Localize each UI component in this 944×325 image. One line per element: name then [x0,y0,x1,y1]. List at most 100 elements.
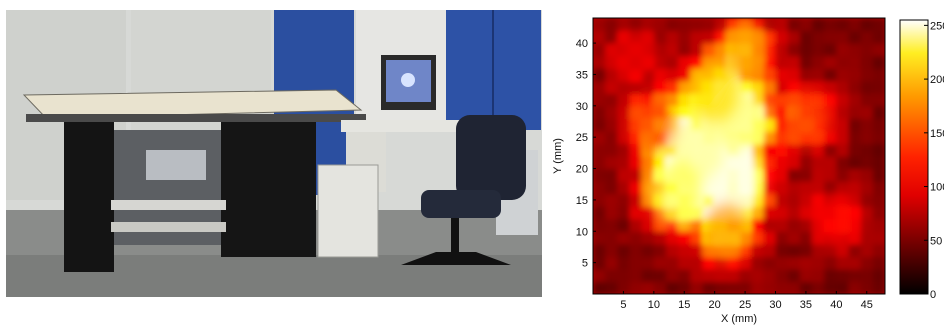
heatmap-cell [799,193,813,207]
heatmap-cell [799,80,813,94]
heatmap-cell [775,268,789,283]
heatmap-cell [848,130,862,145]
heatmap-cell [799,143,813,157]
x-axis-ticks: 5 10 15 20 25 30 35 40 45 [620,291,873,311]
heatmap-cell [714,18,728,32]
heatmap-cell [605,68,618,82]
heatmap-cell [751,231,764,245]
heatmap-cell [763,268,777,283]
heatmap-cell [872,256,885,270]
heatmap-cell [653,43,667,57]
heatmap-cell [641,268,655,283]
photo-table-top [22,89,363,119]
heatmap-cell [641,193,655,207]
heatmap-hotspot [689,63,740,123]
plot-frame [592,17,886,295]
heatmap-cell [872,181,885,195]
heatmap-cell [690,256,704,270]
heatmap-cell [824,18,837,32]
heatmap-cell [775,130,789,145]
heatmap-cell [666,18,679,32]
heatmap-cell [824,130,837,145]
heatmap-cell [629,80,643,94]
heatmap-cell [799,281,813,294]
heatmap-cell [860,80,874,94]
photo-mechanism-part [146,150,206,180]
heatmap-cell [666,43,679,57]
heatmap-cell [787,143,801,157]
heatmap-cell [726,268,740,283]
heatmap-cell [787,256,801,270]
heatmap-cell [824,55,837,69]
y-tick-label: 15 [576,195,588,207]
photo-curtain-left [64,122,114,272]
heatmap-cell [653,243,667,257]
heatmap-cell [605,30,618,44]
heatmap-cell [848,268,862,283]
heatmap-cell [775,193,789,207]
heatmap-cell [605,105,618,119]
heatmap-cell [799,68,813,82]
heatmap-cell [787,168,801,182]
heatmap-cell [617,218,631,232]
heatmap-cell [787,18,801,32]
heatmap-cell [824,268,837,283]
heatmap-cell [653,281,667,294]
heatmap-cell [787,206,801,220]
heatmap-cell [641,256,655,270]
heatmap-cell [605,193,618,207]
heatmap-cell [751,143,764,157]
heatmap-cell [812,256,825,270]
x-tick-label: 15 [678,299,690,311]
heatmap-cell [824,243,837,257]
heatmap-cell [593,243,606,257]
heatmap-cell [812,80,825,94]
heatmap-cell [799,156,813,170]
heatmap-cell [787,80,801,94]
heatmap-cell [787,193,801,207]
heatmap-cell [799,256,813,270]
heatmap-cell [860,206,874,220]
heatmap-cell [860,55,874,69]
heatmap-cell [593,43,606,57]
heatmap-cell [775,55,789,69]
heatmap-cell [593,218,606,232]
heatmap-cell [824,143,837,157]
heatmap-cell [763,243,777,257]
heatmap-cell [593,68,606,82]
colorbar-tick-label: 200 [930,74,944,86]
colorbar-tick-label: 250 [930,20,944,32]
heatmap-cell [848,168,862,182]
heatmap-cell [787,218,801,232]
heatmap-cell [763,193,777,207]
heatmap-cell [593,256,606,270]
y-tick-label: 5 [582,258,588,270]
heatmap-cell [860,243,874,257]
heatmap-cell [617,105,631,119]
heatmap-cell [824,181,837,195]
heatmap-cell [799,231,813,245]
heatmap-cell [605,43,618,57]
heatmap-cell [702,281,716,294]
heatmap-cell [799,18,813,32]
heatmap-cell [629,281,643,294]
y-tick-label: 25 [576,132,588,144]
heatmap-cell [787,243,801,257]
heatmap-cell [678,256,691,270]
heatmap-cell [593,281,606,294]
heatmap-cell [751,80,764,94]
heatmap-cell [775,281,789,294]
heatmap-cell [617,243,631,257]
heatmap-cell [593,156,606,170]
heatmap-hotspot [815,193,858,245]
heatmap-cell [836,243,850,257]
heatmap-cell [593,206,606,220]
heatmap-cell [617,168,631,182]
photo-chair-post [451,218,459,253]
heatmap-cell [860,231,874,245]
heatmap-cell [848,281,862,294]
heatmap-hotspot [703,202,751,260]
heatmap-cell [824,168,837,182]
heatmap-cell [629,168,643,182]
heatmap-cell [629,206,643,220]
